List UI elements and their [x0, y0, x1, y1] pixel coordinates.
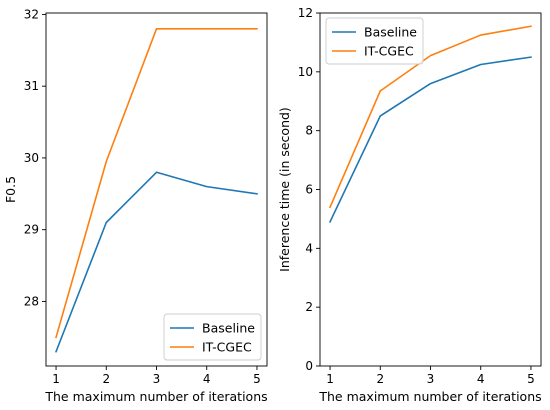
y-tick-label: 6 — [305, 183, 313, 197]
x-axis-label: The maximum number of iterations — [318, 389, 541, 404]
y-tick-label: 12 — [298, 6, 313, 20]
legend-label: Baseline — [364, 25, 417, 40]
x-tick-label: 1 — [52, 372, 60, 386]
y-tick-label: 32 — [24, 7, 39, 21]
y-tick-label: 30 — [24, 151, 39, 165]
x-tick-label: 1 — [326, 372, 334, 386]
x-tick-label: 2 — [102, 372, 110, 386]
y-tick-label: 28 — [24, 294, 39, 308]
y-tick-label: 8 — [305, 124, 313, 138]
series-line-it-cgec — [55, 27, 258, 339]
y-tick-label: 31 — [24, 79, 39, 93]
y-tick-label: 2 — [305, 300, 313, 314]
y-axis-label: F0.5 — [3, 176, 18, 203]
x-tick-label: 2 — [376, 372, 384, 386]
x-axis-label: The maximum number of iterations — [44, 389, 267, 404]
chart-panel-1: 1 2 3 4 5 28 29 30 31 32 The maximum number of ite… — [3, 7, 268, 404]
y-tick-label: 29 — [24, 223, 39, 237]
y-axis-label: Inference time (in second) — [277, 107, 292, 272]
series-line-baseline — [55, 171, 258, 353]
x-tick-label: 5 — [253, 372, 261, 386]
axes-frame — [45, 12, 268, 367]
y-tick-label: 10 — [298, 65, 313, 79]
legend-box — [163, 313, 262, 361]
axes-frame — [319, 12, 542, 367]
x-tick-label: 3 — [153, 372, 161, 386]
x-tick-label: 5 — [527, 372, 535, 386]
legend-label: IT-CGEC — [202, 340, 252, 355]
legend-label: IT-CGEC — [364, 44, 414, 59]
legend-box — [325, 17, 424, 65]
x-tick-label: 3 — [427, 372, 435, 386]
y-tick-label: 4 — [305, 241, 313, 255]
legend: Baseline IT-CGEC — [325, 17, 424, 65]
y-tick-label: 0 — [305, 359, 313, 373]
series-line-it-cgec — [328, 25, 532, 209]
x-tick-label: 4 — [203, 372, 211, 386]
x-tick-label: 4 — [477, 372, 485, 386]
series-line-baseline — [328, 56, 532, 223]
legend: Baseline IT-CGEC — [163, 313, 262, 361]
legend-label: Baseline — [202, 321, 255, 336]
